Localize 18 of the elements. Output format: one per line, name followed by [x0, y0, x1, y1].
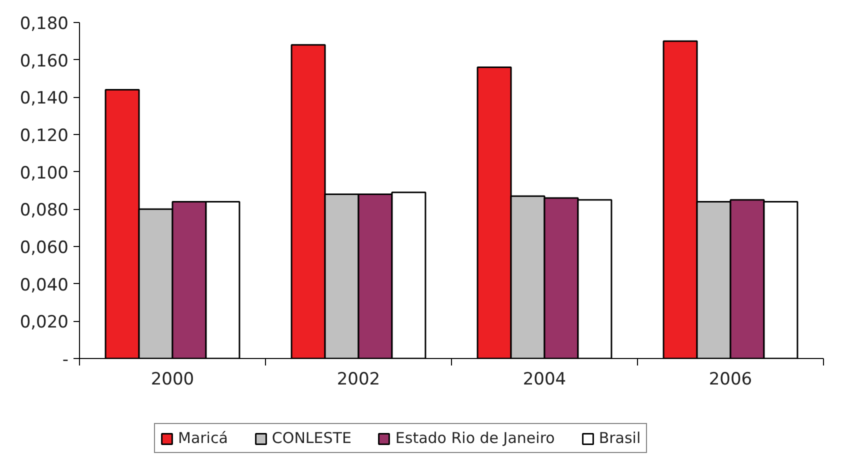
y-tick-label: 0,040: [20, 275, 69, 296]
x-tick-label: 2006: [708, 370, 752, 390]
y-tick-label: 0,180: [20, 14, 69, 34]
y-tick-label: 0,100: [20, 163, 69, 184]
legend-label: Maricá: [178, 429, 228, 447]
x-tick-label: 2002: [336, 370, 380, 390]
x-tick-label: 2004: [522, 370, 566, 390]
y-tick-label: 0,020: [20, 312, 69, 333]
y-tick-label: 0,160: [20, 51, 69, 72]
y-tick-label: 0,140: [20, 88, 69, 109]
legend-label: Estado Rio de Janeiro: [395, 429, 555, 447]
y-tick-label: 0,060: [20, 238, 69, 258]
y-tick-label: 0,080: [20, 200, 69, 221]
y-tick-label: 0,120: [20, 126, 69, 146]
legend-label: Brasil: [598, 429, 641, 447]
y-tick-label: -: [62, 350, 69, 370]
legend-label: CONLESTE: [272, 429, 352, 447]
x-tick-label: 2000: [150, 370, 194, 390]
